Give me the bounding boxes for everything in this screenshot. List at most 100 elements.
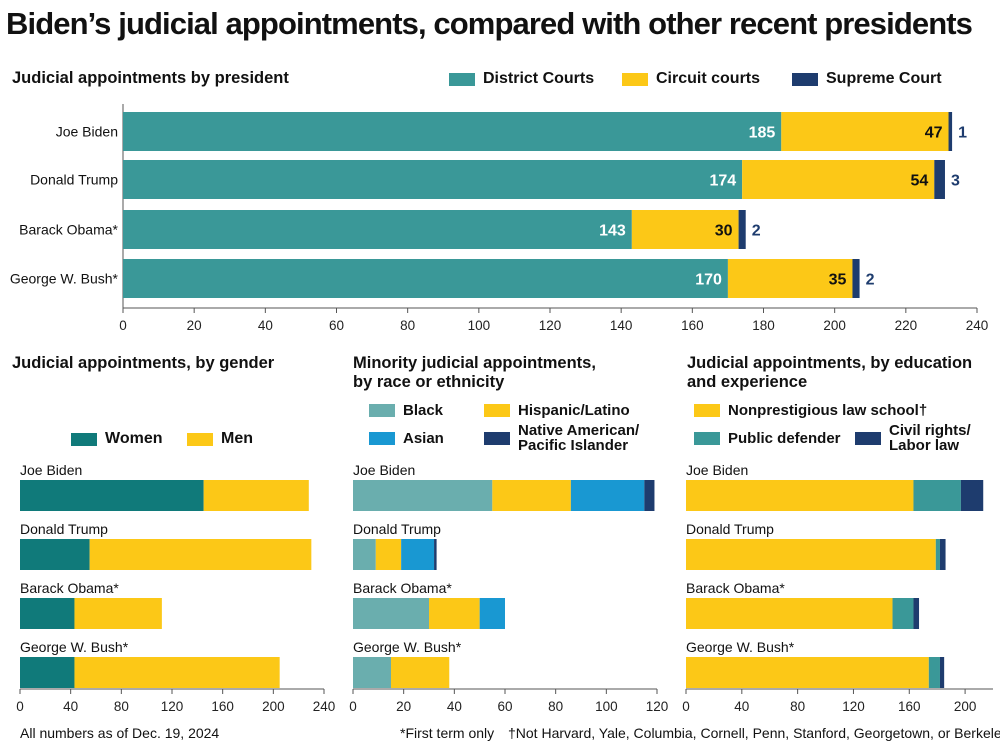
legend-swatch-asian [369, 432, 395, 445]
legend-label-public-defender: Public defender [728, 430, 841, 447]
legend-district[interactable]: District Courts [449, 70, 594, 88]
legend-men[interactable]: Men [187, 430, 253, 448]
legend-label-women: Women [105, 430, 163, 447]
president-chart-title: Judicial appointments by president [12, 69, 289, 87]
value-label-district-courts: 170 [695, 272, 722, 289]
bar-hispanic-latino-george-w-bush [391, 657, 450, 688]
x-tick-label: 0 [119, 318, 127, 333]
legend-asian[interactable]: Asian [369, 430, 444, 447]
category-label-george-w-bush: George W. Bush* [686, 639, 795, 655]
bar-civil-rights-labor-law-george-w-bush [939, 657, 945, 688]
bar-black-donald-trump [353, 539, 376, 570]
legend-swatch-public-defender [694, 432, 720, 445]
value-label-circuit-courts: 54 [911, 173, 929, 190]
x-tick-label: 100 [595, 699, 618, 714]
legend-label-civil-rights-line1: Civil rights/ [889, 422, 971, 439]
bar-asian-barack-obama [479, 598, 505, 629]
category-label-donald-trump: Donald Trump [686, 521, 774, 537]
category-label-donald-trump: Donald Trump [30, 172, 118, 188]
bar-men-donald-trump [89, 539, 312, 570]
bar-men-barack-obama [74, 598, 162, 629]
gender-bar-chart: 0 40 80 120 160 200 240 Joe Biden Donald Trump Ba… [16, 462, 335, 714]
x-tick-label: 80 [548, 699, 563, 714]
legend-label-hispanic: Hispanic/Latino [518, 402, 630, 419]
legend-label-supreme: Supreme Court [826, 70, 942, 87]
legend-label-black: Black [403, 402, 444, 419]
bar-men-joe-biden [203, 480, 309, 511]
value-label-district-courts: 185 [749, 125, 776, 142]
value-label-supreme-court: 2 [752, 223, 761, 240]
race-bar-chart: 0 20 40 60 80 100 120 Joe Biden Donald Trump Bara… [349, 462, 668, 714]
bar-asian-donald-trump [401, 539, 435, 570]
legend-native[interactable]: Native American/ Pacific Islander [484, 423, 639, 453]
x-tick-label: 80 [400, 318, 415, 333]
footnote-first-term: *First term only [400, 725, 495, 741]
legend-swatch-men [187, 432, 213, 446]
x-tick-label: 0 [16, 699, 24, 714]
page-title: Biden’s judicial appointments, compared … [6, 6, 973, 41]
legend-swatch-civil-rights [855, 431, 881, 445]
category-label-george-w-bush: George W. Bush* [353, 639, 462, 655]
value-label-supreme-court: 3 [951, 173, 960, 190]
legend-swatch-circuit [622, 72, 648, 86]
legend-label-men: Men [221, 430, 253, 447]
category-label-barack-obama: Barack Obama* [353, 580, 452, 596]
value-label-circuit-courts: 30 [715, 223, 733, 240]
bar-public-defender-barack-obama [892, 598, 914, 629]
bar-black-barack-obama [353, 598, 429, 629]
legend-swatch-black [369, 404, 395, 417]
x-tick-label: 40 [447, 699, 462, 714]
legend-label-civil-rights: Civil rights/ Labor law [889, 423, 971, 453]
education-chart-title: Judicial appointments, by education and … [687, 354, 972, 392]
legend-women[interactable]: Women [71, 430, 162, 448]
x-tick-label: 100 [468, 318, 491, 333]
legend-public-defender[interactable]: Public defender [694, 430, 841, 447]
legend-black[interactable]: Black [369, 402, 443, 419]
x-tick-label: 180 [752, 318, 775, 333]
bar-district-courts-joe-biden [123, 112, 782, 151]
bar-civil-rights-labor-law-barack-obama [913, 598, 920, 629]
value-label-district-courts: 174 [709, 173, 736, 190]
x-tick-label: 20 [396, 699, 411, 714]
bar-hispanic-latino-joe-biden [492, 480, 571, 511]
x-tick-label: 160 [898, 699, 921, 714]
bar-men-george-w-bush [74, 657, 280, 688]
legend-label-circuit: Circuit courts [656, 70, 761, 87]
legend-circuit[interactable]: Circuit courts [622, 70, 760, 88]
bar-circuit-courts-donald-trump [742, 160, 935, 199]
x-tick-label: 120 [842, 699, 865, 714]
x-tick-label: 200 [823, 318, 846, 333]
bar-women-george-w-bush [20, 657, 75, 688]
legend-swatch-women [71, 432, 97, 446]
category-label-george-w-bush: George W. Bush* [20, 639, 129, 655]
bar-supreme-court-barack-obama [738, 210, 746, 249]
category-label-joe-biden: Joe Biden [353, 462, 415, 478]
x-tick-label: 80 [790, 699, 805, 714]
value-label-supreme-court: 1 [958, 125, 967, 142]
bar-hispanic-latino-barack-obama [429, 598, 480, 629]
legend-hispanic[interactable]: Hispanic/Latino [484, 402, 630, 419]
x-tick-label: 220 [895, 318, 918, 333]
bar-hispanic-latino-donald-trump [375, 539, 402, 570]
race-chart-title-line2: by race or ethnicity [353, 373, 505, 391]
legend-swatch-hispanic [484, 404, 510, 417]
bar-native-american-pacific-islander-joe-biden [644, 480, 655, 511]
x-tick-label: 40 [258, 318, 273, 333]
legend-label-native: Native American/ Pacific Islander [518, 423, 639, 453]
bar-black-joe-biden [353, 480, 493, 511]
legend-supreme[interactable]: Supreme Court [792, 70, 942, 88]
legend-label-civil-rights-line2: Labor law [889, 437, 960, 454]
x-tick-label: 20 [187, 318, 202, 333]
race-chart-title: Minority judicial appointments, by race … [353, 354, 596, 392]
bar-public-defender-joe-biden [913, 480, 961, 511]
legend-swatch-supreme [792, 72, 818, 86]
legend-civil-rights[interactable]: Civil rights/ Labor law [855, 423, 971, 453]
bar-nonprestigious-law-school-donald-trump [686, 539, 936, 570]
category-label-joe-biden: Joe Biden [20, 462, 82, 478]
bar-nonprestigious-law-school-barack-obama [686, 598, 893, 629]
bar-supreme-court-george-w-bush [852, 259, 860, 298]
bar-circuit-courts-joe-biden [781, 112, 949, 151]
footnote-date: All numbers as of Dec. 19, 2024 [20, 725, 220, 741]
x-tick-label: 0 [682, 699, 690, 714]
legend-nonprestigious[interactable]: Nonprestigious law school† [694, 402, 927, 419]
